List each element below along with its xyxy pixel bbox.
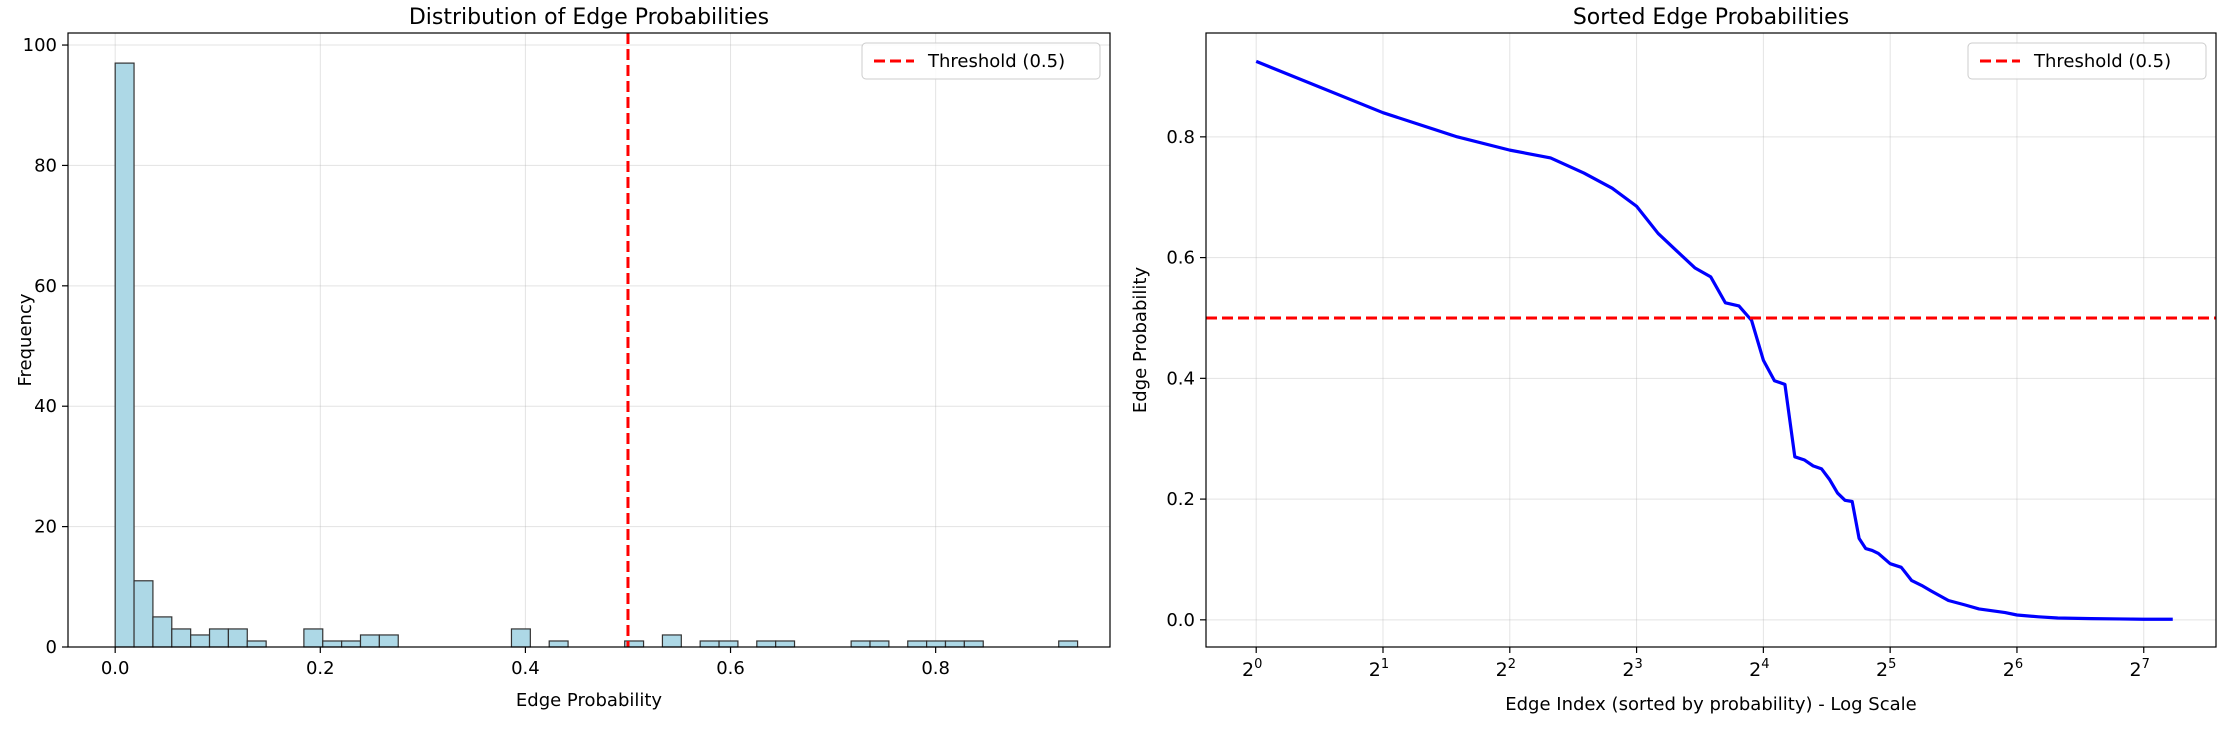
histogram-bar bbox=[341, 640, 362, 648]
y-tick-label: 0.4 bbox=[1166, 368, 1195, 389]
histogram-bar bbox=[661, 634, 682, 648]
y-tick-label: 100 bbox=[23, 35, 57, 56]
histogram-bar bbox=[152, 616, 173, 648]
x-tick-exponent: 2 bbox=[1508, 657, 1516, 672]
x-tick-exponent: 3 bbox=[1634, 657, 1642, 672]
x-tick-label: 0.4 bbox=[511, 658, 540, 679]
x-tick-label: 21 bbox=[1369, 657, 1389, 681]
x-tick-base: 2 bbox=[1242, 659, 1254, 681]
y-tick-label: 20 bbox=[34, 517, 57, 538]
x-tick-label: 26 bbox=[2003, 657, 2023, 681]
histogram-bar bbox=[171, 628, 192, 648]
x-tick-exponent: 0 bbox=[1254, 657, 1262, 672]
legend-threshold-label: Threshold (0.5) bbox=[2033, 51, 2171, 72]
histogram-chart: 0.0 0.2 0.4 0.6 0.8 0 20 40 60 80 100 Distribution … bbox=[15, 5, 1111, 711]
histogram-bar bbox=[303, 628, 324, 648]
x-axis-label: Edge Probability bbox=[516, 690, 663, 711]
histogram-bar bbox=[718, 640, 739, 648]
histogram-bar bbox=[907, 640, 928, 648]
x-tick-exponent: 1 bbox=[1381, 657, 1389, 672]
x-tick-exponent: 4 bbox=[1761, 657, 1769, 672]
x-tick-label: 23 bbox=[1622, 657, 1642, 681]
axes-frame bbox=[1205, 32, 2217, 648]
x-tick-base: 2 bbox=[1876, 659, 1888, 681]
x-tick-base: 2 bbox=[1369, 659, 1381, 681]
x-tick-exponent: 5 bbox=[1888, 657, 1896, 672]
histogram-bar bbox=[850, 640, 871, 648]
legend-box bbox=[1967, 42, 2207, 80]
x-tick-label: 0.0 bbox=[101, 658, 130, 679]
y-tick-label: 60 bbox=[34, 276, 57, 297]
y-tick-label: 40 bbox=[34, 396, 57, 417]
x-tick-label: 24 bbox=[1749, 657, 1769, 681]
x-tick-base: 2 bbox=[2003, 659, 2015, 681]
x-tick-label: 0.2 bbox=[306, 658, 335, 679]
histogram-bar bbox=[756, 640, 777, 648]
x-tick-label: 0.6 bbox=[716, 658, 745, 679]
histogram-bar bbox=[378, 634, 399, 648]
y-tick-label: 0.6 bbox=[1166, 248, 1195, 269]
probability-series-line bbox=[1255, 59, 2173, 621]
x-tick-label: 27 bbox=[2130, 657, 2150, 681]
histogram-bar bbox=[190, 634, 211, 648]
histogram-bar bbox=[963, 640, 984, 648]
x-tick-exponent: 7 bbox=[2142, 657, 2150, 672]
x-tick-base: 2 bbox=[1622, 659, 1634, 681]
y-tick-label: 0.2 bbox=[1166, 489, 1195, 510]
histogram-bar bbox=[246, 640, 267, 648]
x-tick-label: 25 bbox=[1876, 657, 1896, 681]
legend-box bbox=[861, 42, 1101, 80]
histogram-bar bbox=[227, 628, 248, 648]
x-tick-exponent: 6 bbox=[2015, 657, 2023, 672]
histogram-bar bbox=[1058, 640, 1079, 648]
y-tick-label: 0.8 bbox=[1166, 127, 1195, 148]
histogram-bar bbox=[775, 640, 796, 648]
histogram-bar bbox=[699, 640, 720, 648]
x-tick-label: 20 bbox=[1242, 657, 1262, 681]
histogram-bar bbox=[944, 640, 965, 648]
histogram-bar bbox=[548, 640, 569, 648]
x-tick-base: 2 bbox=[2130, 659, 2142, 681]
chart-title: Sorted Edge Probabilities bbox=[1573, 5, 1849, 30]
chart-title: Distribution of Edge Probabilities bbox=[409, 5, 769, 30]
axes-frame bbox=[67, 32, 1111, 648]
histogram-bar bbox=[926, 640, 947, 648]
histogram-bar bbox=[322, 640, 343, 648]
x-tick-base: 2 bbox=[1496, 659, 1508, 681]
x-tick-base: 2 bbox=[1749, 659, 1761, 681]
histogram-bar bbox=[208, 628, 230, 648]
histogram-bar bbox=[133, 580, 154, 648]
legend-threshold-label: Threshold (0.5) bbox=[927, 51, 1065, 72]
y-axis-label: Frequency bbox=[15, 293, 36, 386]
y-tick-label: 0.0 bbox=[1166, 610, 1195, 631]
y-tick-label: 0 bbox=[46, 637, 57, 658]
y-axis-label: Edge Probability bbox=[1130, 267, 1151, 414]
histogram-bar bbox=[510, 628, 531, 648]
histogram-bar bbox=[869, 640, 890, 648]
x-axis-label: Edge Index (sorted by probability) - Log… bbox=[1505, 694, 1917, 715]
histogram-bar bbox=[114, 62, 135, 648]
x-tick-label: 22 bbox=[1496, 657, 1516, 681]
x-tick-label: 0.8 bbox=[921, 658, 950, 679]
y-tick-label: 80 bbox=[34, 155, 57, 176]
histogram-bar bbox=[359, 634, 380, 648]
